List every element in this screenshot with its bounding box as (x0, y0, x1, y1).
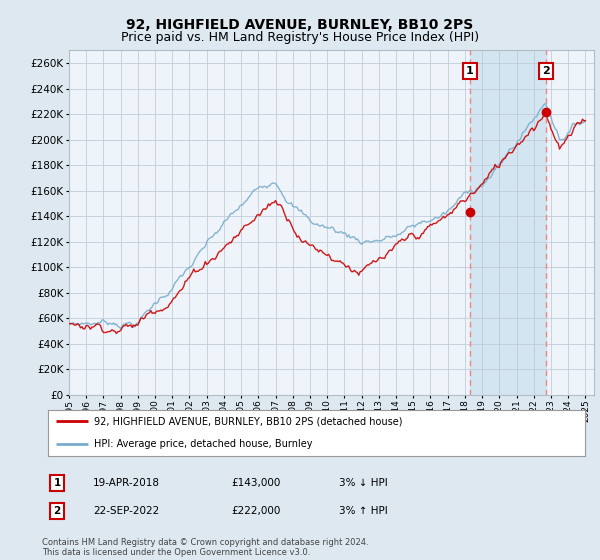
Text: 2: 2 (53, 506, 61, 516)
Text: 3% ↑ HPI: 3% ↑ HPI (339, 506, 388, 516)
Text: 3% ↓ HPI: 3% ↓ HPI (339, 478, 388, 488)
Text: 1: 1 (466, 66, 474, 76)
Text: 2: 2 (542, 66, 550, 76)
Text: HPI: Average price, detached house, Burnley: HPI: Average price, detached house, Burn… (94, 439, 312, 449)
Text: 19-APR-2018: 19-APR-2018 (93, 478, 160, 488)
Text: 92, HIGHFIELD AVENUE, BURNLEY, BB10 2PS (detached house): 92, HIGHFIELD AVENUE, BURNLEY, BB10 2PS … (94, 416, 402, 426)
Text: Contains HM Land Registry data © Crown copyright and database right 2024.
This d: Contains HM Land Registry data © Crown c… (42, 538, 368, 557)
Text: Price paid vs. HM Land Registry's House Price Index (HPI): Price paid vs. HM Land Registry's House … (121, 31, 479, 44)
Text: £222,000: £222,000 (231, 506, 280, 516)
Text: 1: 1 (53, 478, 61, 488)
Text: £143,000: £143,000 (231, 478, 280, 488)
Text: 22-SEP-2022: 22-SEP-2022 (93, 506, 159, 516)
Text: 92, HIGHFIELD AVENUE, BURNLEY, BB10 2PS: 92, HIGHFIELD AVENUE, BURNLEY, BB10 2PS (127, 18, 473, 32)
Bar (470, 50, 546, 395)
